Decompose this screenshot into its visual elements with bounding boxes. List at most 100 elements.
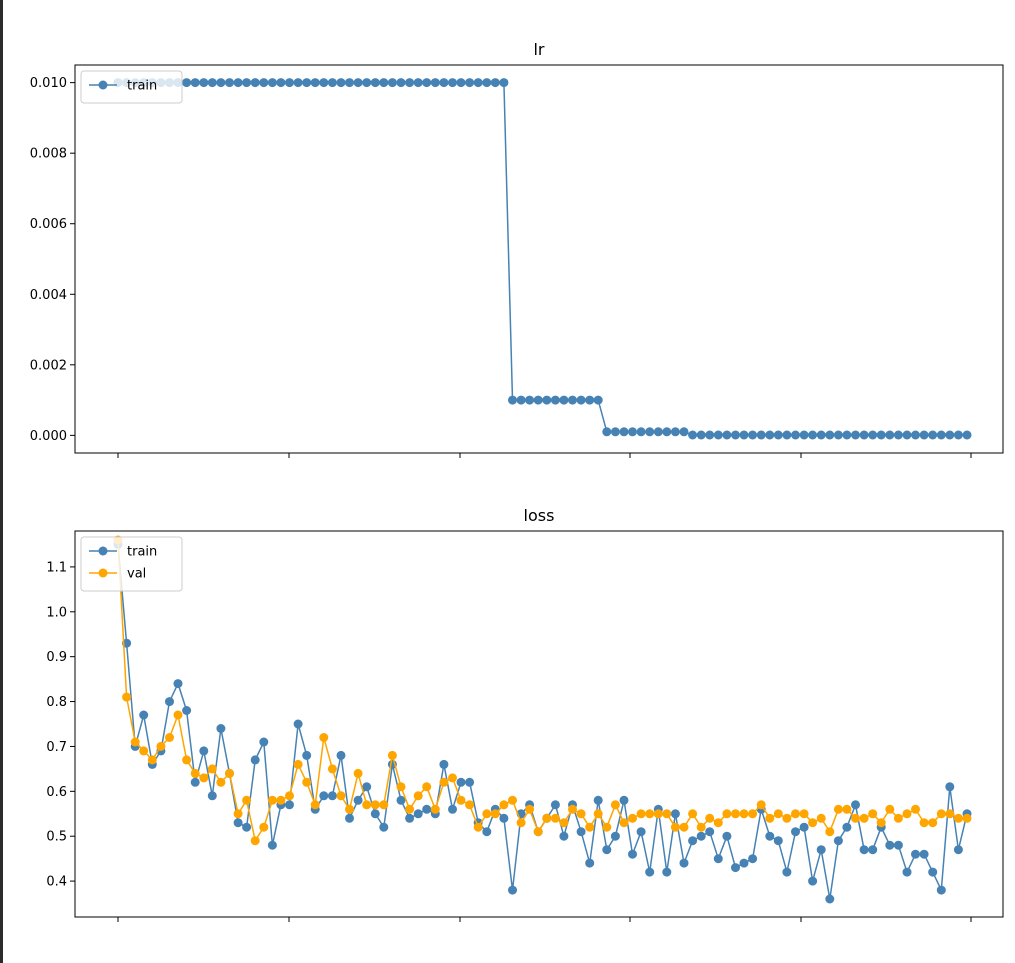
- lr-train-point: [662, 427, 672, 437]
- loss-train-point: [576, 827, 586, 837]
- lr-train-point: [448, 78, 457, 88]
- loss-val-point: [636, 809, 646, 819]
- lr-train-point: [207, 78, 217, 88]
- lr-train-point: [336, 78, 346, 88]
- loss-legend: train val: [80, 536, 183, 592]
- loss-val-point: [533, 827, 543, 837]
- lr-legend-label-train: train: [127, 79, 157, 94]
- loss-val-point: [550, 813, 560, 823]
- loss-train-point: [902, 867, 912, 877]
- loss-val-point: [773, 809, 783, 819]
- loss-val-point: [250, 836, 260, 846]
- loss-val-point: [670, 822, 680, 832]
- loss-val-point: [722, 809, 732, 819]
- loss-legend-label-val: val: [127, 567, 146, 582]
- loss-val-point: [628, 813, 637, 823]
- loss-val-point: [473, 822, 483, 832]
- loss-val-point: [516, 818, 526, 828]
- loss-legend-swatch-marker: [98, 546, 108, 556]
- loss-train-point: [353, 795, 363, 805]
- loss-val-point: [962, 813, 972, 823]
- loss-val-point: [336, 791, 346, 801]
- loss-train-point: [293, 719, 303, 729]
- lr-train-point: [516, 395, 526, 405]
- lr-train-point: [919, 430, 929, 440]
- lr-train-point: [928, 430, 938, 440]
- lr-train-point: [636, 427, 646, 437]
- lr-train-line: [118, 81, 967, 436]
- loss-val-point: [919, 818, 929, 828]
- loss-train-point: [748, 854, 758, 864]
- loss-train-point: [713, 854, 723, 864]
- loss-train-point: [679, 858, 689, 868]
- lr-y-tick-label: 0.002: [30, 358, 67, 373]
- loss-val-point: [156, 741, 166, 751]
- loss-train-point: [550, 800, 560, 810]
- loss-val-point: [379, 800, 389, 810]
- lr-train-point: [593, 395, 603, 405]
- loss-train-point: [448, 804, 457, 814]
- window-edge: [0, 0, 3, 963]
- lr-train-point: [456, 78, 466, 88]
- lr-train-point: [430, 78, 440, 88]
- loss-val-point: [593, 809, 603, 819]
- loss-val-point: [396, 782, 406, 792]
- lr-train-point: [885, 430, 895, 440]
- loss-train-point: [636, 827, 646, 837]
- lr-train-point: [576, 395, 586, 405]
- loss-train-point: [851, 800, 860, 810]
- lr-train-point: [490, 78, 500, 88]
- loss-val-point: [439, 777, 449, 787]
- lr-train-point: [267, 78, 277, 88]
- loss-train-point: [739, 858, 749, 868]
- loss-y-tick-label: 0.7: [46, 740, 67, 755]
- loss-val-point: [756, 800, 766, 810]
- loss-train-point: [370, 809, 380, 819]
- lr-train-point: [396, 78, 406, 88]
- loss-train-point: [688, 836, 698, 846]
- loss-train-point: [250, 755, 260, 765]
- loss-train-point: [267, 840, 277, 850]
- lr-train-point: [859, 430, 869, 440]
- loss-train-point: [139, 710, 149, 720]
- loss-axes-frame: [74, 530, 1004, 918]
- loss-train-point: [868, 845, 878, 855]
- lr-train-point: [585, 395, 595, 405]
- loss-val-point: [182, 755, 192, 765]
- loss-val-point: [859, 813, 869, 823]
- loss-train-point: [782, 867, 792, 877]
- lr-x-axis: [117, 453, 972, 458]
- lr-train-point: [199, 78, 209, 88]
- lr-legend-box: [80, 70, 183, 104]
- loss-train-point: [585, 858, 595, 868]
- loss-val-point: [559, 818, 569, 828]
- loss-val-point: [490, 809, 500, 819]
- loss-val-point: [259, 822, 269, 832]
- lr-train-point: [902, 430, 912, 440]
- loss-train-point: [799, 822, 809, 832]
- loss-val-point: [413, 791, 423, 801]
- loss-train-point: [345, 813, 354, 823]
- lr-train-point: [482, 78, 492, 88]
- loss-val-point: [353, 768, 363, 778]
- loss-val-point: [276, 795, 286, 805]
- lr-y-tick-label: 0.006: [30, 217, 67, 232]
- loss-val-point: [782, 813, 792, 823]
- loss-train-point: [499, 813, 509, 823]
- lr-train-point: [233, 78, 243, 88]
- loss-train-point: [379, 822, 389, 832]
- lr-train-point: [628, 427, 637, 437]
- lr-train-point: [276, 78, 286, 88]
- loss-val-point: [190, 768, 200, 778]
- loss-val-point: [791, 809, 800, 819]
- lr-train-point: [439, 78, 449, 88]
- loss-train-point: [696, 831, 706, 841]
- loss-train-point: [593, 795, 603, 805]
- lr-train-point: [345, 78, 354, 88]
- lr-train-point: [799, 430, 809, 440]
- loss-val-point: [851, 813, 860, 823]
- loss-val-point: [448, 773, 457, 783]
- loss-train-point: [628, 849, 637, 859]
- loss-train-point: [722, 831, 732, 841]
